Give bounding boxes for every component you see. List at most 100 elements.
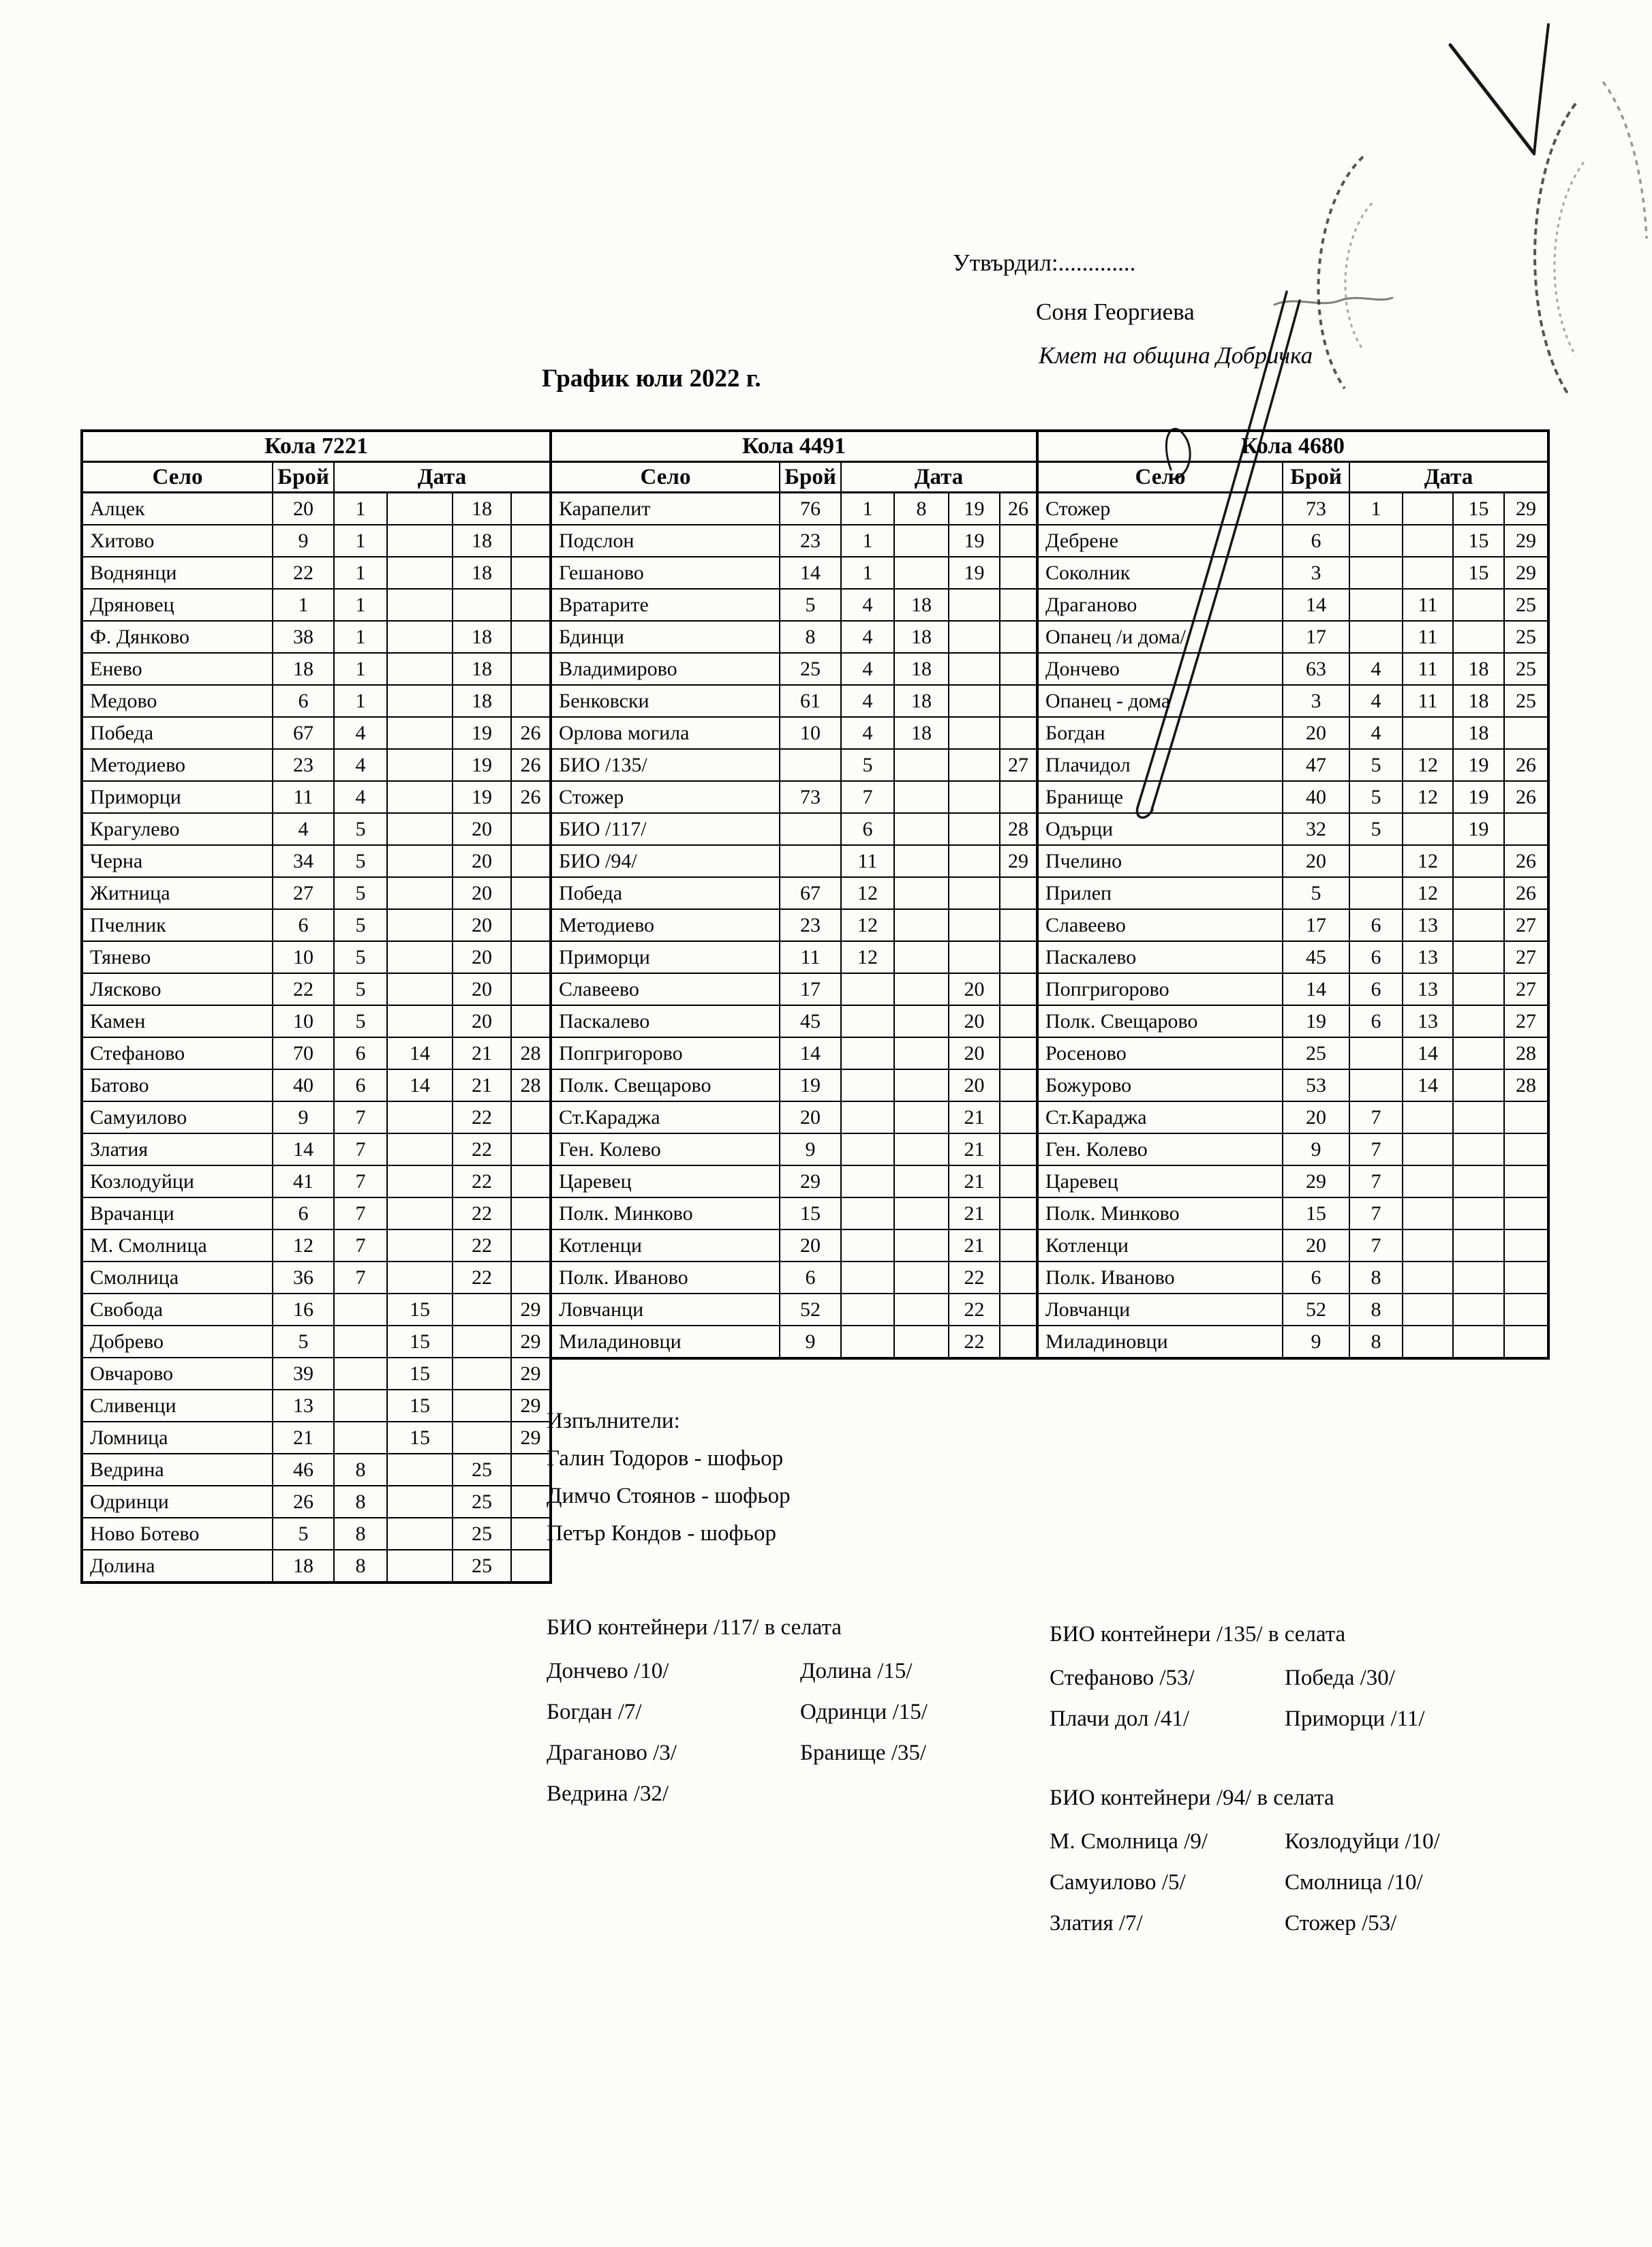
count-cell — [779, 844, 842, 878]
executor-item: Галин Тодоров - шофьор — [547, 1446, 784, 1471]
village-cell: Овчарово — [81, 1357, 273, 1390]
count-cell: 26 — [272, 1485, 335, 1518]
village-cell: Свобода — [81, 1293, 273, 1326]
date-cell: 13 — [1402, 1005, 1454, 1038]
village-cell: Алцек — [81, 491, 273, 525]
date-cell: 15 — [386, 1293, 453, 1326]
date-cell — [386, 1165, 453, 1198]
date-cell — [893, 1261, 949, 1294]
date-cell — [1452, 1069, 1505, 1102]
village-cell: Златия — [81, 1133, 273, 1166]
date-cell: 5 — [333, 1005, 388, 1038]
date-cell: 4 — [333, 780, 388, 814]
date-cell: 1 — [333, 684, 388, 718]
date-cell — [386, 684, 453, 718]
date-cell: 7 — [1349, 1165, 1403, 1198]
count-cell: 1 — [272, 588, 335, 622]
date-cell: 28 — [510, 1069, 551, 1102]
table-row: Пчелино 20 12 26 — [1037, 844, 1549, 878]
table-row: Крагулево 4 5 20 — [81, 812, 551, 846]
date-cell: 5 — [1349, 748, 1403, 782]
date-cell: 1 — [840, 556, 895, 590]
date-cell: 25 — [452, 1517, 512, 1550]
date-cell — [510, 1485, 551, 1518]
date-cell — [1349, 876, 1403, 910]
date-cell: 4 — [333, 748, 388, 782]
date-cell — [386, 1229, 453, 1262]
count-cell: 10 — [272, 1005, 335, 1038]
date-cell: 7 — [333, 1197, 388, 1230]
village-cell: Камен — [81, 1005, 273, 1038]
village-cell: Миладиновци — [550, 1325, 780, 1359]
count-cell: 9 — [779, 1325, 842, 1359]
table-row: Енево 18 1 18 — [81, 652, 551, 686]
date-cell — [893, 1197, 949, 1230]
count-cell: 15 — [779, 1197, 842, 1230]
date-cell — [948, 780, 1000, 814]
date-cell: 5 — [333, 908, 388, 942]
village-cell: Подслон — [550, 524, 780, 557]
table-row: Ловчанци 52 8 — [1037, 1293, 1549, 1326]
table-row: Методиево 23 4 19 26 — [81, 748, 551, 782]
count-cell: 5 — [272, 1517, 335, 1550]
date-cell — [386, 812, 453, 846]
date-cell — [510, 1005, 551, 1038]
date-cell: 25 — [452, 1453, 512, 1486]
date-cell — [1503, 1325, 1549, 1359]
date-cell: 21 — [948, 1197, 1000, 1230]
stamp-icon — [1317, 80, 1648, 397]
date-cell: 20 — [948, 1069, 1000, 1102]
date-cell: 25 — [452, 1485, 512, 1518]
date-cell: 20 — [452, 844, 512, 878]
bio-note: БИО контейнери /94/ в селата М. Смолница … — [1050, 1784, 1440, 1951]
table-row: Вратарите 5 4 18 — [550, 588, 1038, 622]
date-cell — [386, 524, 453, 557]
date-cell: 5 — [1349, 812, 1403, 846]
date-cell — [999, 1005, 1038, 1038]
approver-name: Соня Георгиева — [1036, 299, 1195, 325]
bio-note-item — [800, 1780, 928, 1821]
date-cell: 22 — [452, 1165, 512, 1198]
date-cell — [386, 588, 453, 622]
table-row: Приморци 11 12 — [550, 941, 1038, 974]
date-cell: 29 — [1503, 556, 1549, 590]
date-cell — [510, 1549, 551, 1583]
bio-note-item: Долина /15/ — [800, 1659, 913, 1683]
village-cell: Ф. Дянково — [81, 620, 273, 654]
date-cell — [386, 1133, 453, 1166]
col-header-date: Дата — [840, 461, 1038, 493]
date-cell — [999, 620, 1038, 654]
table-row: Подслон 23 1 19 — [550, 524, 1038, 557]
table-row: Врачанци 6 7 22 — [81, 1197, 551, 1230]
village-cell: Долина — [81, 1549, 273, 1583]
date-cell — [510, 1517, 551, 1550]
date-cell — [1402, 524, 1454, 557]
count-cell: 67 — [272, 716, 335, 750]
count-cell: 52 — [779, 1293, 842, 1326]
bio-note-item: Дончево /10/ — [547, 1659, 669, 1683]
village-cell: Бранище — [1037, 780, 1283, 814]
date-cell — [510, 1197, 551, 1230]
date-cell: 29 — [1503, 491, 1549, 525]
date-cell — [510, 908, 551, 942]
village-cell: Методиево — [81, 748, 273, 782]
date-cell: 8 — [333, 1485, 388, 1518]
village-cell: Ведрина — [81, 1453, 273, 1486]
village-cell: Миладиновци — [1037, 1325, 1283, 1359]
date-cell — [386, 1549, 453, 1583]
count-cell: 5 — [1282, 876, 1350, 910]
date-cell — [893, 1037, 949, 1070]
date-cell — [893, 1165, 949, 1198]
table-row: Смолница 36 7 22 — [81, 1261, 551, 1294]
count-cell: 14 — [779, 556, 842, 590]
date-cell — [386, 1261, 453, 1294]
date-cell — [948, 652, 1000, 686]
date-cell — [948, 908, 1000, 942]
village-cell: Хитово — [81, 524, 273, 557]
count-cell: 29 — [1282, 1165, 1350, 1198]
date-cell — [1349, 588, 1403, 622]
date-cell: 12 — [840, 876, 895, 910]
date-cell — [510, 491, 551, 525]
col-header-date: Дата — [1349, 461, 1549, 493]
date-cell: 19 — [1452, 748, 1505, 782]
